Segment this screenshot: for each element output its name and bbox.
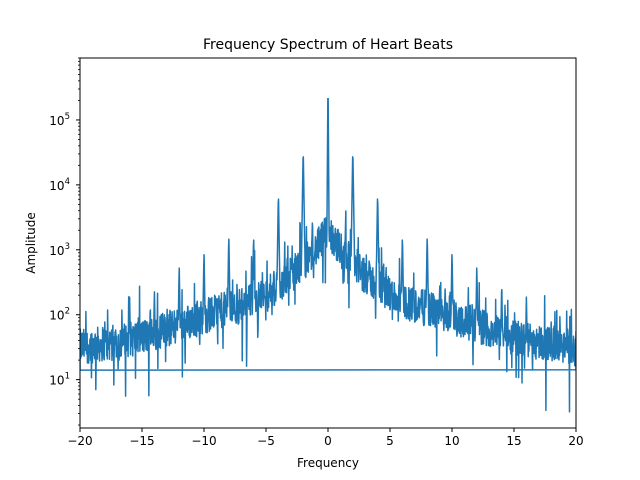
- y-tick-base: 10: [49, 374, 64, 388]
- x-tick-label: 10: [444, 434, 459, 448]
- y-axis-label: Amplitude: [24, 212, 38, 274]
- x-tick-label: −10: [191, 434, 216, 448]
- x-axis: −20 −15 −10 −5 0 5 10 15 20: [67, 428, 584, 448]
- y-tick-label: 104: [49, 177, 70, 193]
- y-tick-label: 105: [49, 112, 70, 128]
- x-tick-label: 5: [386, 434, 394, 448]
- y-tick-base: 10: [49, 114, 64, 128]
- y-tick-base: 10: [49, 179, 64, 193]
- x-tick-label: −20: [67, 434, 92, 448]
- spectrum-line: [80, 98, 576, 413]
- y-tick-label: 103: [49, 242, 70, 258]
- y-tick-label: 102: [49, 307, 70, 323]
- x-tick-label: 0: [324, 434, 332, 448]
- x-tick-label: 15: [506, 434, 521, 448]
- y-tick-base: 10: [49, 244, 64, 258]
- x-tick-label: −15: [129, 434, 154, 448]
- y-tick-label: 101: [49, 372, 70, 388]
- y-tick-base: 10: [49, 309, 64, 323]
- series-layer: [80, 98, 576, 413]
- y-tick-exponent: 3: [65, 242, 70, 252]
- chart-title: Frequency Spectrum of Heart Beats: [203, 37, 453, 53]
- x-tick-label: −5: [257, 434, 275, 448]
- y-tick-exponent: 5: [65, 112, 70, 122]
- x-tick-label: 20: [568, 434, 583, 448]
- x-axis-label: Frequency: [297, 456, 359, 470]
- y-tick-exponent: 2: [65, 307, 70, 317]
- y-tick-exponent: 4: [65, 177, 70, 187]
- y-tick-exponent: 1: [65, 372, 70, 382]
- plot-area: [79, 57, 577, 429]
